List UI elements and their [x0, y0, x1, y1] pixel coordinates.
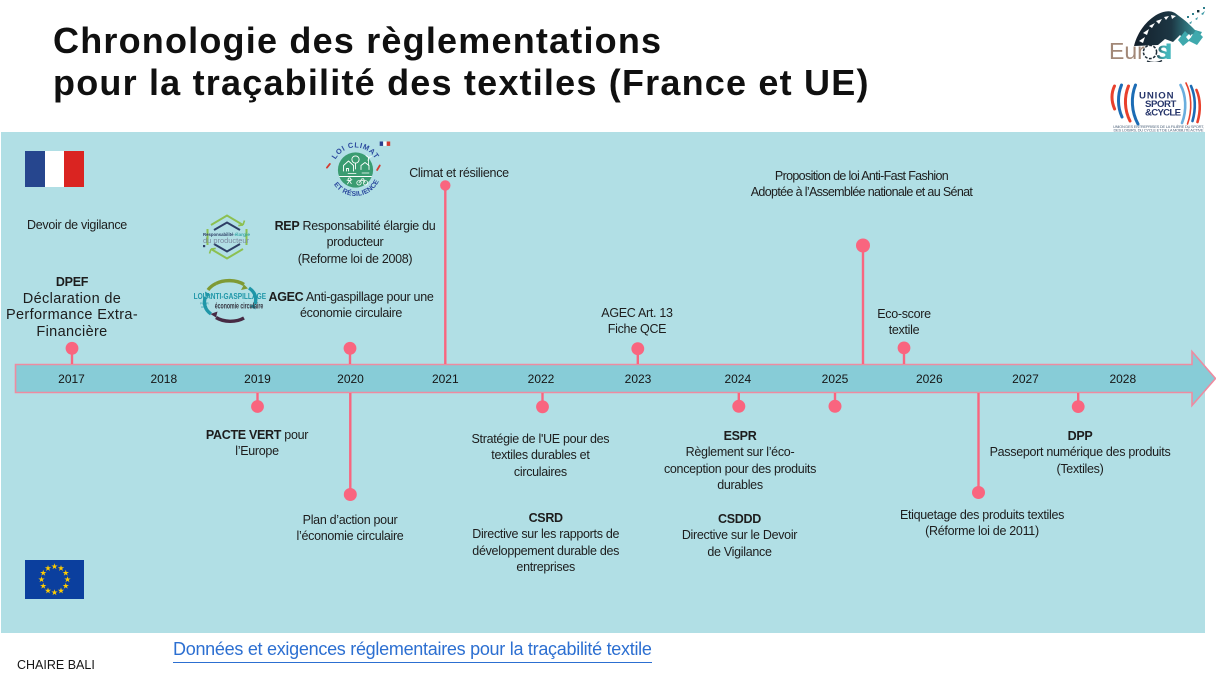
svg-text:élargie: élargie	[235, 232, 251, 238]
svg-text:SPORT: SPORT	[1145, 99, 1177, 110]
svg-text:économie circulaire: économie circulaire	[215, 301, 264, 310]
svg-text:LOI ANTI-GASPILLAGE: LOI ANTI-GASPILLAGE	[194, 291, 267, 301]
svg-text:UNION: UNION	[1139, 91, 1175, 102]
svg-text:S: S	[1157, 43, 1170, 62]
svg-text:Responsabilité: Responsabilité	[203, 232, 234, 238]
svg-text:POUR: POUR	[200, 302, 210, 306]
svg-text:du producteur: du producteur	[203, 238, 250, 245]
svg-text:DES LOISIRS, DU CYCLE ET DE LA: DES LOISIRS, DU CYCLE ET DE LA MOBILITÉ …	[1114, 128, 1204, 133]
svg-text:UNION DES ENTREPRISES DE LA FI: UNION DES ENTREPRISES DE LA FILIÈRE DU S…	[1113, 124, 1204, 129]
svg-text:Eur: Eur	[1109, 38, 1145, 62]
svg-text:&CYCLE: &CYCLE	[1145, 107, 1182, 118]
svg-text:UNE: UNE	[201, 305, 207, 309]
